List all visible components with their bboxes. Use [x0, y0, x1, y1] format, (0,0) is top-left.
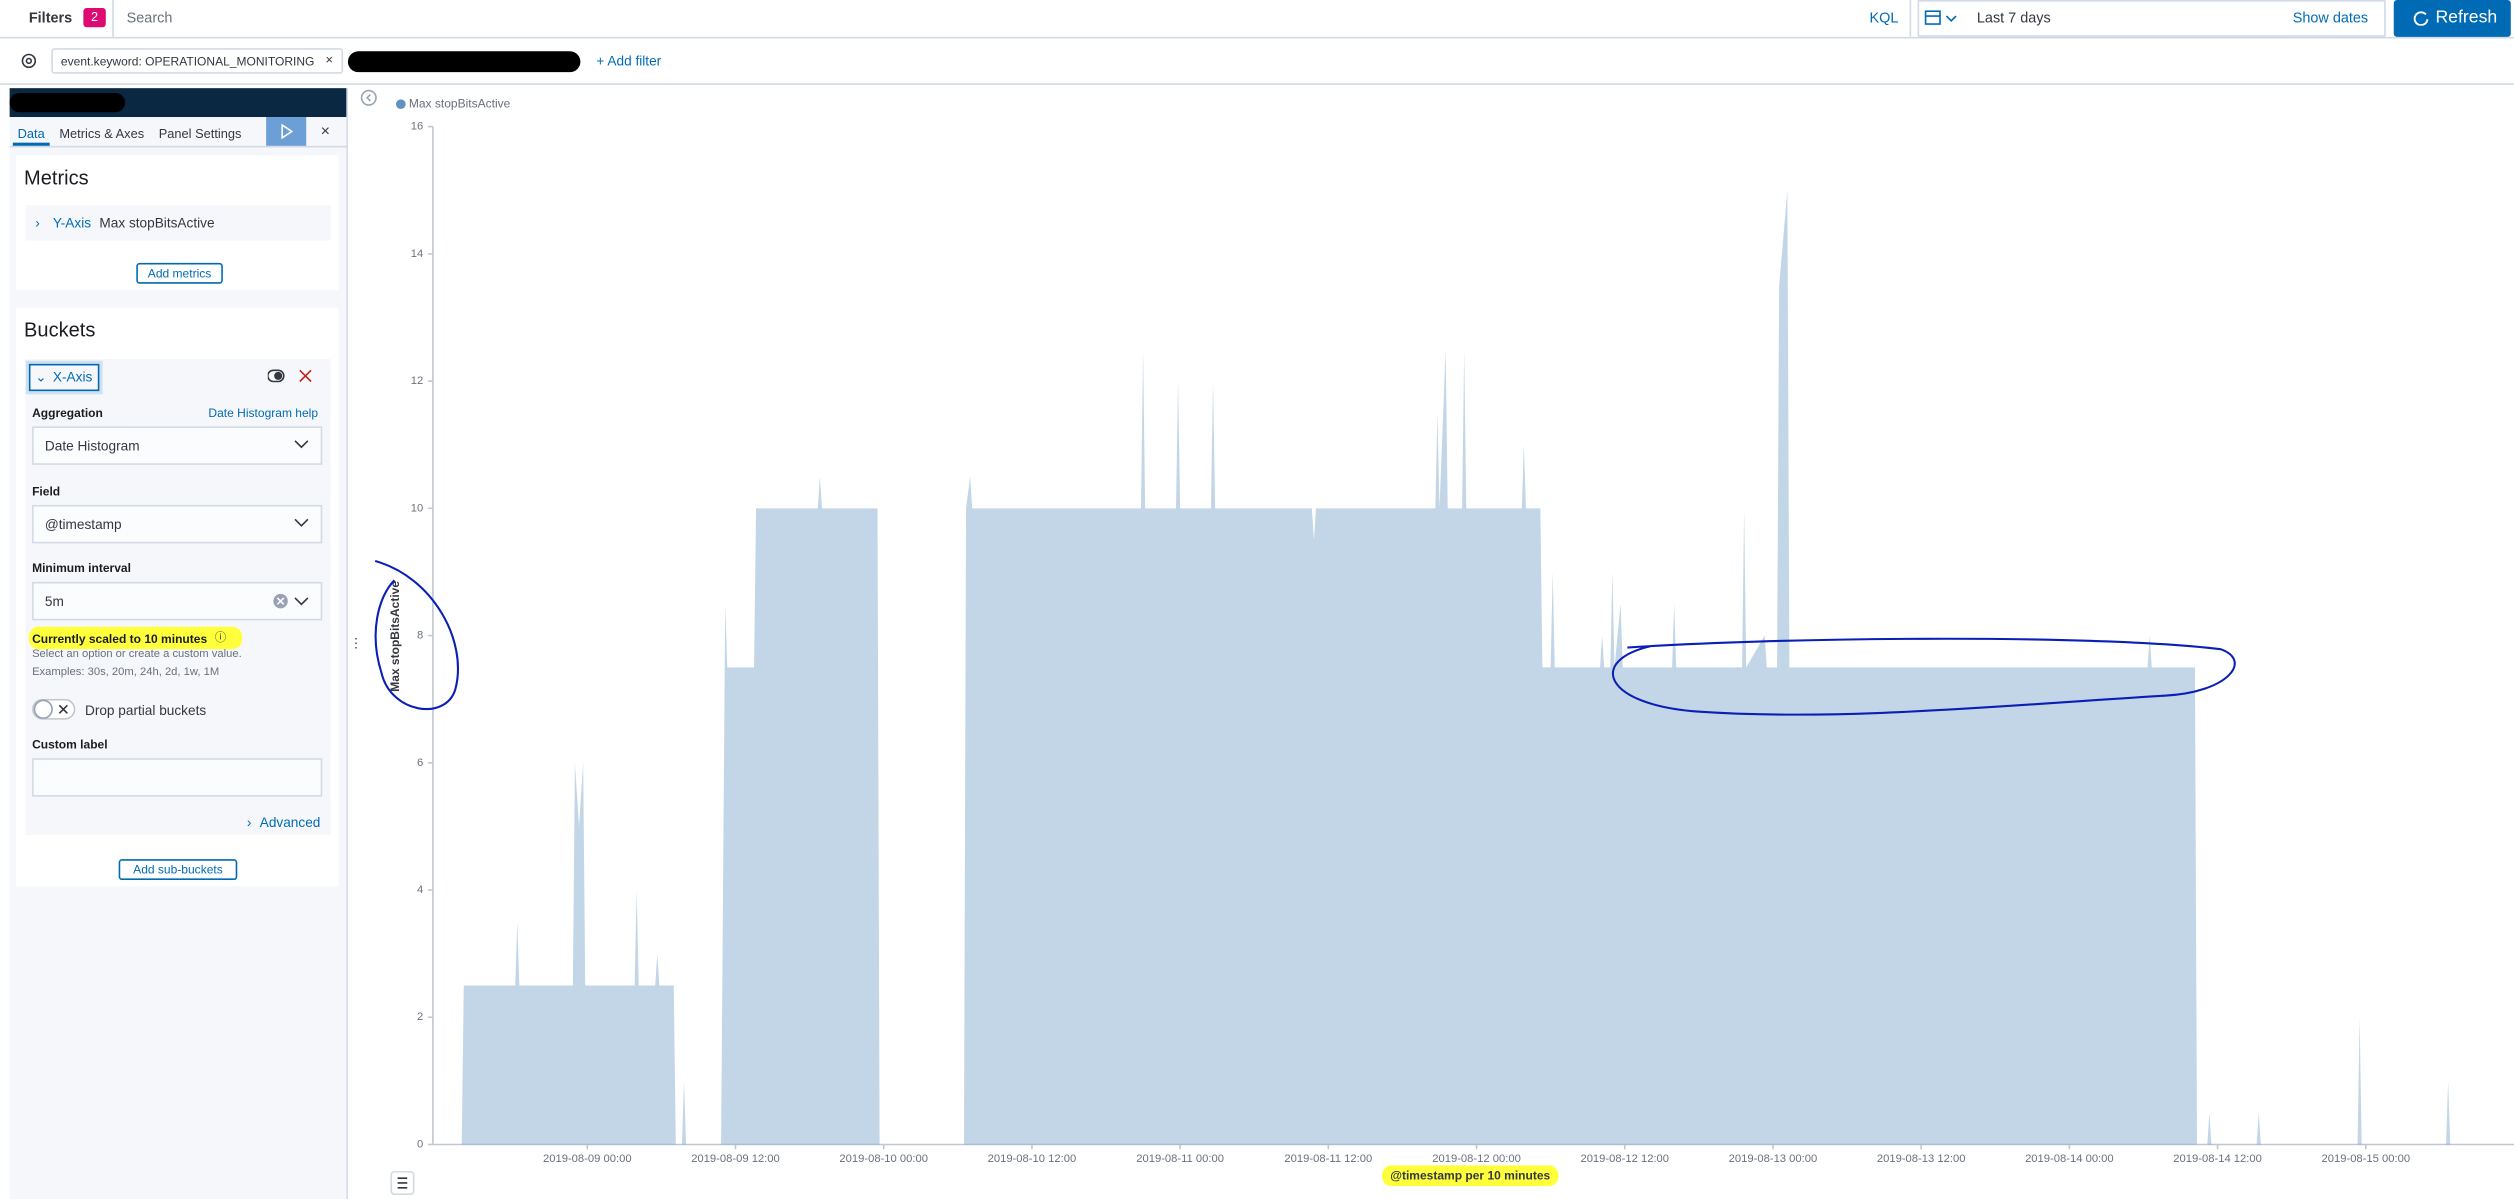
- kql-toggle[interactable]: KQL: [1869, 9, 1899, 26]
- x-tick-label: 2019-08-12 12:00: [1580, 1153, 1669, 1165]
- tab-data[interactable]: Data: [17, 126, 45, 142]
- y-tick-label: 16: [411, 121, 423, 133]
- resize-handle[interactable]: ⋮: [350, 636, 363, 651]
- y-tick-label: 14: [411, 248, 423, 260]
- x-axis-title: @timestamp per 10 minutes: [1390, 1169, 1550, 1183]
- legend-label: Max stopBitsActive: [409, 96, 511, 110]
- x-tick-label: 2019-08-09 00:00: [543, 1153, 632, 1165]
- help-icon[interactable]: ⓘ: [214, 633, 227, 645]
- divider: [0, 83, 2514, 85]
- search-input[interactable]: [112, 0, 1912, 37]
- x-tick-label: 2019-08-10 00:00: [839, 1153, 928, 1165]
- drop-partial-label[interactable]: Drop partial buckets: [84, 702, 207, 719]
- metric-name[interactable]: Max stopBitsActive: [99, 214, 215, 231]
- refresh-label[interactable]: Refresh: [2435, 8, 2498, 28]
- bucket-axis[interactable]: X-Axis: [52, 368, 93, 385]
- y-tick-label: 8: [417, 630, 423, 642]
- date-picker[interactable]: [1917, 0, 2386, 37]
- refresh-icon: [2413, 11, 2429, 26]
- aggregation-help[interactable]: Date Histogram help: [208, 405, 319, 420]
- legend-dot: [396, 99, 406, 109]
- x-tick-label: 2019-08-10 12:00: [988, 1153, 1077, 1165]
- x-tick-label: 2019-08-13 12:00: [1877, 1153, 1966, 1165]
- tab-panel-settings[interactable]: Panel Settings: [158, 126, 242, 142]
- y-tick-label: 4: [417, 884, 423, 896]
- field-label: Field: [32, 484, 61, 499]
- filter-pill[interactable]: [51, 48, 344, 74]
- field-select[interactable]: [32, 504, 323, 544]
- x-tick-label: 2019-08-11 12:00: [1284, 1153, 1372, 1165]
- redaction: [9, 92, 126, 113]
- x-tick-label: 2019-08-09 12:00: [691, 1153, 780, 1165]
- metrics-title: Metrics: [24, 166, 89, 190]
- tab-underline: [12, 142, 50, 146]
- collapse-arrow: [366, 94, 371, 102]
- highlight: [1382, 1165, 1559, 1187]
- filters-label[interactable]: Filters: [28, 9, 73, 26]
- interval-value: 5m: [44, 593, 64, 610]
- chevron[interactable]: ›: [246, 814, 252, 831]
- search-placeholder: Search: [126, 9, 173, 26]
- filter-remove[interactable]: ×: [325, 52, 333, 68]
- custom-label-input[interactable]: [32, 758, 323, 797]
- scaled-note: Currently scaled to 10 minutes: [32, 631, 208, 646]
- collapse-icon[interactable]: [360, 89, 377, 106]
- aggregation-value: Date Histogram: [44, 437, 140, 454]
- y-tick-label: 2: [417, 1011, 423, 1023]
- aggregation-select[interactable]: [32, 426, 323, 465]
- select-arrows[interactable]: [269, 431, 317, 611]
- custom-label-label: Custom label: [32, 737, 108, 752]
- examples: Examples: 30s, 20m, 24h, 2d, 1w, 1M: [32, 666, 220, 679]
- buckets-title: Buckets: [24, 318, 96, 342]
- chevron[interactable]: ›: [35, 214, 40, 231]
- legend-toggle-icon: [397, 1177, 408, 1189]
- apply-button[interactable]: [266, 117, 307, 146]
- y-tick-label: 6: [417, 757, 423, 769]
- show-dates[interactable]: Show dates: [2292, 9, 2369, 26]
- advanced-toggle[interactable]: Advanced: [259, 814, 321, 831]
- bucket-actions[interactable]: [267, 369, 316, 385]
- x-tick-label: 2019-08-15 00:00: [2322, 1153, 2411, 1165]
- x-tick-label: 2019-08-14 00:00: [2025, 1153, 2114, 1165]
- interval-label: Minimum interval: [32, 561, 131, 576]
- hint: Select an option or create a custom valu…: [32, 649, 242, 661]
- aggregation-label: Aggregation: [32, 405, 103, 420]
- x-tick-label: 2019-08-11 00:00: [1136, 1153, 1224, 1165]
- metric-row[interactable]: [25, 205, 331, 241]
- chevron[interactable]: ⌄: [35, 368, 47, 385]
- filter-count: 2: [83, 8, 106, 28]
- filter-pill-text[interactable]: event.keyword: OPERATIONAL_MONITORING: [60, 54, 315, 69]
- x-tick-label: 2019-08-14 12:00: [2173, 1153, 2262, 1165]
- divider: [9, 145, 347, 148]
- add-filter[interactable]: + Add filter: [596, 52, 662, 69]
- calendar-icon[interactable]: [1924, 8, 1962, 29]
- discard-button[interactable]: ×: [320, 123, 331, 142]
- redaction: [347, 51, 581, 73]
- add-metrics[interactable]: Add metrics: [136, 262, 223, 284]
- y-tick-label: 10: [411, 502, 423, 514]
- refresh-button[interactable]: [2393, 0, 2511, 37]
- time-range: Last 7 days: [1976, 9, 2051, 26]
- highlight: [28, 626, 243, 650]
- y-axis-title: Max stopBitsActive: [388, 581, 402, 692]
- chart: ⋮ Max stopBitsActive @timestamp per 10 m…: [350, 89, 2514, 1195]
- top-bar: [0, 0, 2514, 39]
- x-tick-label: 2019-08-12 00:00: [1432, 1153, 1521, 1165]
- x-axis-toggle[interactable]: [28, 363, 100, 392]
- interval-select[interactable]: [32, 581, 323, 621]
- add-sub-buckets[interactable]: Add sub-buckets: [118, 859, 238, 881]
- metric-axis[interactable]: Y-Axis: [52, 214, 92, 231]
- x-tick-label: 2019-08-13 00:00: [1729, 1153, 1818, 1165]
- drop-partial-switch[interactable]: [32, 698, 77, 720]
- field-value: @timestamp: [44, 516, 122, 533]
- y-tick-label: 0: [417, 1138, 423, 1150]
- settings-icon[interactable]: [19, 51, 38, 70]
- y-tick-label: 12: [411, 375, 423, 387]
- area: [461, 190, 2451, 1145]
- tab-metrics-axes[interactable]: Metrics & Axes: [59, 126, 145, 142]
